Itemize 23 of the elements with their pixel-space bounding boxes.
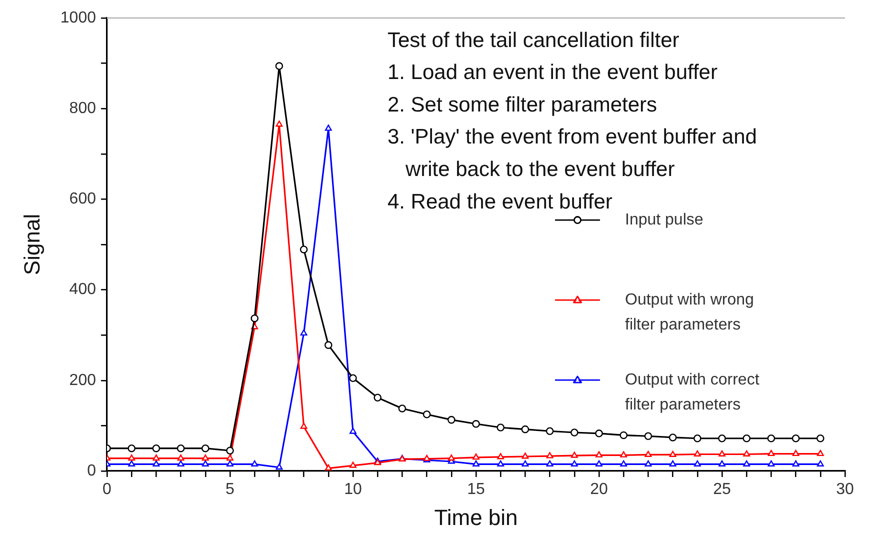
legend-label: Output with correct filter parameters (625, 371, 760, 414)
annotation: 1. Load an event in the event buffer (387, 61, 718, 84)
y-tick-label: 400 (69, 281, 96, 298)
annotation: 3. 'Play' the event from event buffer and write back to the event buffer (387, 126, 757, 181)
y-tick-label: 0 (87, 462, 96, 480)
y-tick-label: 1000 (60, 9, 96, 26)
x-tick-label: 5 (226, 481, 235, 498)
x-tick-label: 0 (102, 481, 112, 498)
x-tick-label: 15 (467, 481, 485, 498)
x-tick-label: 30 (836, 481, 854, 498)
y-tick-label: 200 (69, 372, 96, 389)
annotation: 4. Read the event buffer (387, 190, 612, 214)
x-tick-label: 10 (344, 481, 362, 498)
x-axis-title: Time bin (434, 504, 518, 530)
legend-label: Output with wrong filter parameters (625, 291, 754, 334)
x-tick-label: 20 (590, 481, 608, 498)
annotation: 2. Set some filter parameters (387, 93, 658, 116)
y-axis-title: Signal (19, 214, 44, 276)
y-tick-label: 600 (69, 190, 96, 208)
legend-label: Input pulse (625, 211, 704, 228)
x-tick-label: 25 (713, 481, 731, 498)
annotation: Test of the tail cancellation filter (387, 28, 680, 52)
y-tick-label: 800 (69, 100, 96, 118)
